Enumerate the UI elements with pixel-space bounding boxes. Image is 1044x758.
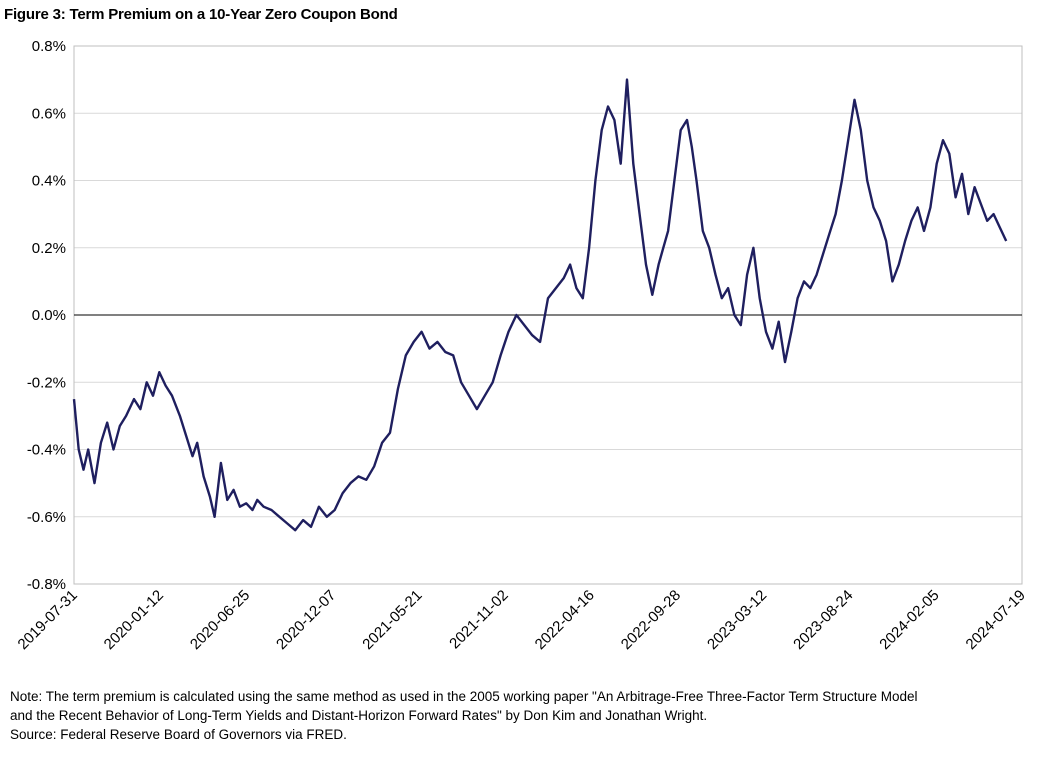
x-tick-label: 2021-11-02 xyxy=(446,587,511,652)
y-tick-label: 0.2% xyxy=(32,240,66,257)
x-tick-label: 2020-06-25 xyxy=(187,587,253,653)
chart-title: Figure 3: Term Premium on a 10-Year Zero… xyxy=(4,6,398,23)
x-tick-label: 2023-03-12 xyxy=(704,587,770,653)
x-tick-label: 2022-09-28 xyxy=(618,587,684,653)
x-tick-label: 2022-04-16 xyxy=(532,587,598,653)
line-chart: -0.8% -0.6% -0.4% -0.2% 0.0% 0.2% 0.4% 0.6% 0.8%… xyxy=(15,38,1029,653)
y-tick-label: -0.8% xyxy=(27,576,66,593)
y-tick-label: 0.6% xyxy=(32,105,66,122)
term-premium-line xyxy=(72,78,1008,532)
chart-notes: Note: The term premium is calculated usi… xyxy=(10,687,1040,744)
y-tick-label: -0.6% xyxy=(27,509,66,526)
y-tick-label: 0.8% xyxy=(32,38,66,55)
y-tick-label: -0.4% xyxy=(27,442,66,459)
y-tick-label: 0.0% xyxy=(32,307,66,324)
note-line-2: and the Recent Behavior of Long-Term Yie… xyxy=(10,708,708,723)
x-tick-label: 2020-01-12 xyxy=(101,587,167,653)
source-line: Source: Federal Reserve Board of Governo… xyxy=(10,727,347,742)
x-tick-label: 2023-08-24 xyxy=(790,587,856,653)
y-tick-label: 0.4% xyxy=(32,173,66,190)
x-tick-label: 2019-07-31 xyxy=(15,587,81,653)
y-tick-label: -0.2% xyxy=(27,374,66,391)
x-axis: 2019-07-31 2020-01-12 2020-06-25 2020-12-07… xyxy=(15,587,1029,653)
note-line-1: Note: The term premium is calculated usi… xyxy=(10,689,918,704)
x-tick-label: 2024-02-05 xyxy=(876,587,942,653)
x-tick-label: 2020-12-07 xyxy=(273,587,339,653)
x-tick-label: 2021-05-21 xyxy=(359,587,425,653)
y-axis: -0.8% -0.6% -0.4% -0.2% 0.0% 0.2% 0.4% 0.6% 0.8% xyxy=(27,38,66,593)
x-tick-label: 2024-07-19 xyxy=(963,587,1029,653)
